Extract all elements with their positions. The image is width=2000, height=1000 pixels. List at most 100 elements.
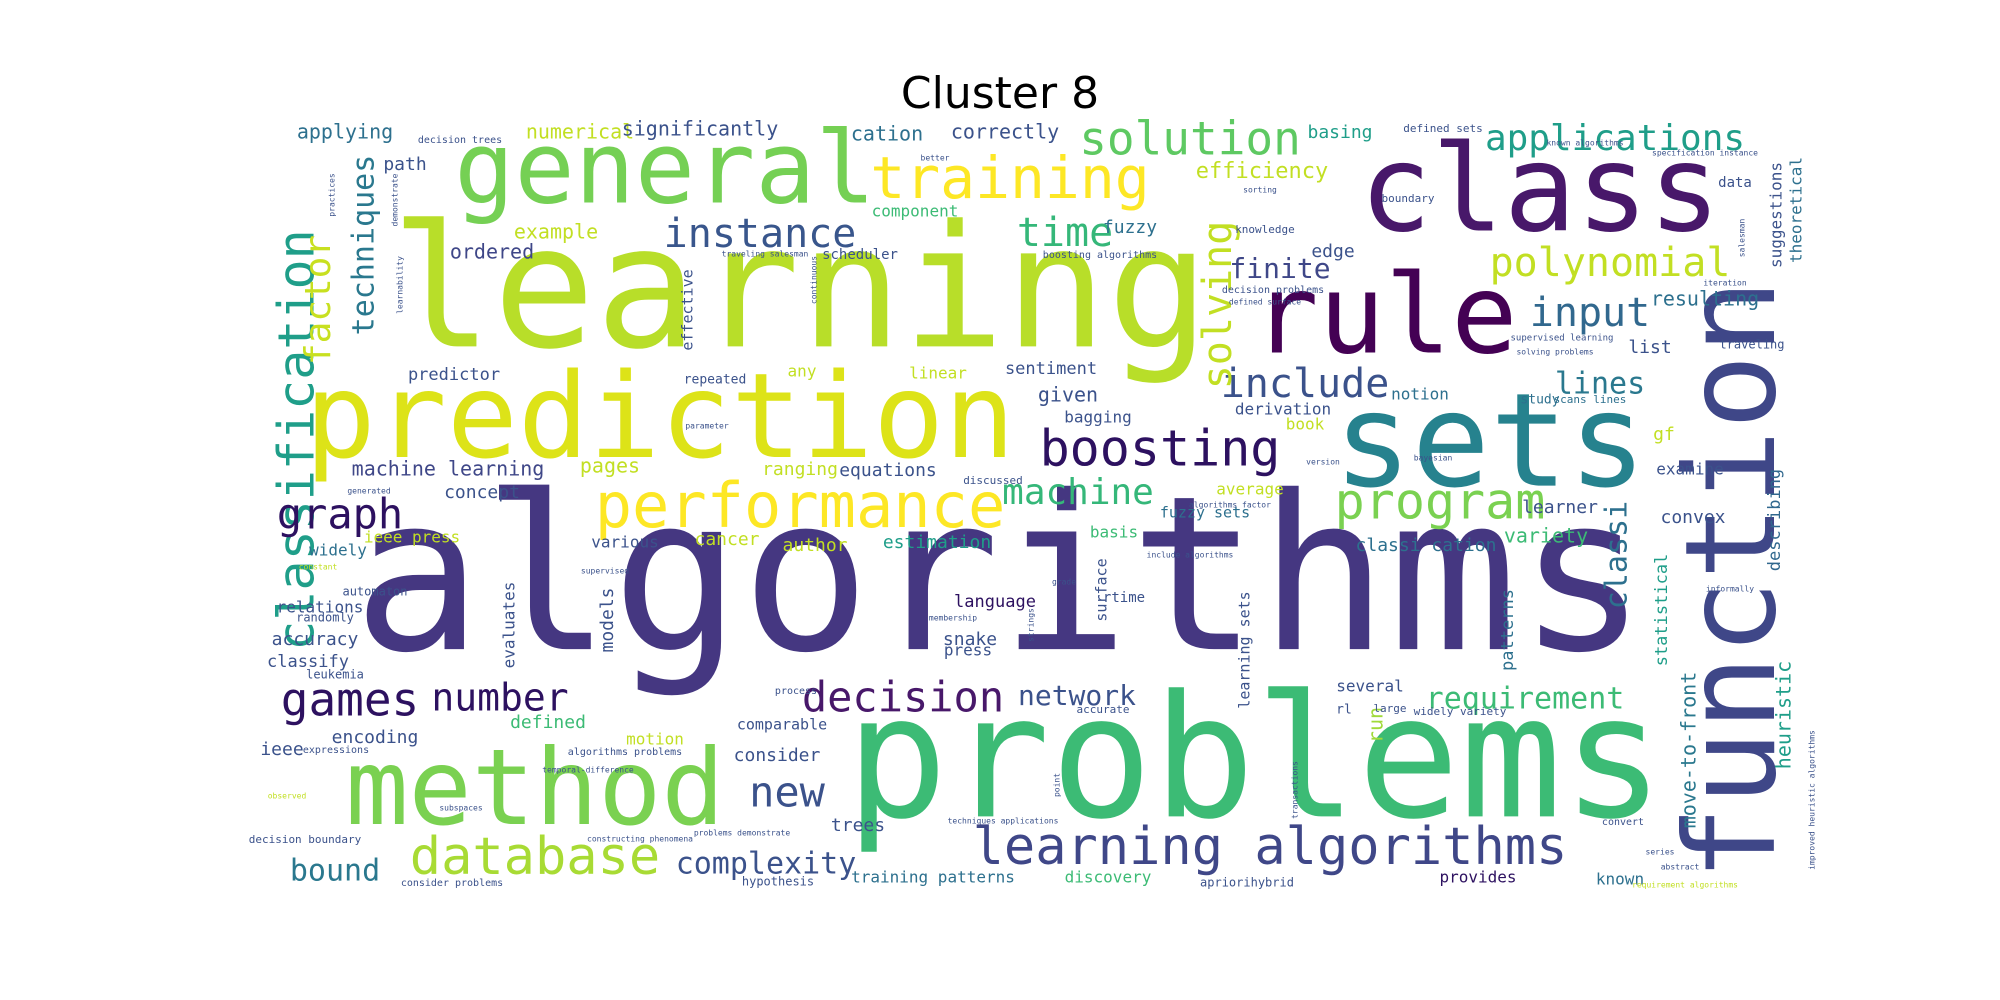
cloud-word: factor bbox=[298, 235, 339, 365]
cloud-word: classification bbox=[268, 229, 326, 650]
cloud-word: finite bbox=[1229, 252, 1330, 285]
cloud-word: accuracy bbox=[272, 629, 359, 650]
cloud-word: variety bbox=[1504, 524, 1588, 548]
cloud-word: learning algorithms bbox=[973, 817, 1568, 877]
cloud-word: decision trees bbox=[418, 135, 502, 146]
cloud-word: predictor bbox=[408, 365, 500, 385]
cloud-word: author bbox=[782, 535, 847, 556]
cloud-word: graph bbox=[277, 490, 403, 539]
cloud-word: snake bbox=[943, 629, 997, 650]
cloud-word: learning sets bbox=[1236, 591, 1254, 708]
cloud-word: fuzzy bbox=[1103, 217, 1157, 238]
cloud-word: rl bbox=[1336, 703, 1352, 718]
cloud-word: encoding bbox=[332, 727, 419, 748]
cloud-word: classi bbox=[1600, 501, 1635, 609]
cloud-word: sorting bbox=[1243, 186, 1277, 195]
cloud-word: applications bbox=[1485, 118, 1745, 159]
cloud-word: defined sets bbox=[1403, 122, 1482, 135]
cloud-word: decision bbox=[802, 673, 1004, 722]
cloud-word: point bbox=[1053, 773, 1062, 797]
cloud-word: language bbox=[954, 592, 1036, 612]
cloud-word: traveling salesman bbox=[722, 250, 809, 259]
cloud-word: class bbox=[1359, 121, 1720, 260]
cloud-word: process bbox=[775, 686, 817, 697]
cloud-word: general bbox=[454, 109, 875, 226]
cloud-word: classi cation bbox=[1356, 535, 1497, 556]
cloud-word: relations bbox=[277, 598, 364, 617]
cloud-word: classify bbox=[267, 652, 349, 672]
cloud-word: discussed bbox=[963, 474, 1023, 487]
cloud-word: accurate bbox=[1077, 703, 1130, 716]
cloud-word: solving bbox=[1195, 221, 1241, 390]
cloud-word: fuzzy sets bbox=[1160, 504, 1250, 522]
cloud-word: salesman bbox=[1738, 219, 1747, 258]
cloud-word: given bbox=[1038, 383, 1098, 407]
cloud-word: transactions bbox=[1291, 761, 1300, 819]
cloud-word: any bbox=[788, 362, 817, 381]
cloud-word: training bbox=[870, 144, 1149, 212]
cloud-word: rule bbox=[1253, 250, 1518, 378]
cloud-word: list bbox=[1628, 337, 1671, 358]
cloud-word: study bbox=[1520, 393, 1559, 408]
cloud-word: sentiment bbox=[1005, 359, 1097, 379]
cloud-word: rtime bbox=[1103, 590, 1145, 606]
cloud-word: efficiency bbox=[1196, 159, 1328, 184]
cloud-word: surface bbox=[1093, 558, 1111, 621]
cloud-word: performance bbox=[595, 469, 1006, 542]
cloud-word: function bbox=[1659, 279, 1804, 881]
cloud-word: new bbox=[749, 768, 826, 817]
cloud-word: numerical bbox=[526, 120, 634, 144]
cloud-word: temporal-difference bbox=[542, 766, 634, 775]
cloud-word: basing bbox=[1307, 122, 1372, 143]
cloud-word: examine bbox=[1656, 460, 1723, 479]
cloud-word: ieee bbox=[260, 739, 303, 760]
cloud-word: large bbox=[1373, 702, 1406, 715]
cloud-word: consider problems bbox=[401, 878, 503, 889]
cloud-word: ranging bbox=[762, 459, 838, 480]
cloud-word: generated bbox=[347, 487, 391, 496]
cloud-word: prediction bbox=[305, 347, 1015, 485]
cloud-word: ordered bbox=[450, 240, 534, 264]
cloud-word: consider bbox=[734, 745, 821, 766]
cloud-word: requirement bbox=[1426, 682, 1625, 717]
cloud-word: basis bbox=[1090, 523, 1138, 542]
cloud-word: gf bbox=[1653, 424, 1675, 445]
cloud-word: database bbox=[410, 827, 660, 887]
cloud-word: provides bbox=[1439, 868, 1516, 887]
cloud-word: path bbox=[383, 154, 426, 175]
cloud-word: version bbox=[1306, 458, 1340, 467]
cloud-word: describing bbox=[1765, 469, 1785, 571]
cloud-word: patterns bbox=[1498, 589, 1518, 671]
cloud-word: machine learning bbox=[352, 457, 545, 481]
cloud-word: observed bbox=[268, 792, 307, 801]
cloud-word: move-to-front bbox=[1677, 672, 1701, 829]
cloud-word: widely bbox=[309, 541, 367, 560]
cloud-word: equations bbox=[839, 460, 937, 481]
cloud-word: time bbox=[1017, 210, 1113, 256]
cloud-word: edge bbox=[1311, 241, 1354, 262]
cloud-word: program bbox=[1335, 473, 1546, 531]
cloud-word: suggestions bbox=[1767, 162, 1786, 268]
cloud-word: scans lines bbox=[1554, 393, 1627, 406]
cloud-word: randomly bbox=[296, 611, 354, 625]
cloud-word: parameter bbox=[685, 422, 729, 431]
cloud-word: correctly bbox=[951, 120, 1059, 144]
cloud-word: number bbox=[431, 676, 568, 720]
cloud-word: informally bbox=[1706, 585, 1754, 594]
cloud-word: decision boundary bbox=[249, 833, 362, 846]
cloud-word: polynomial bbox=[1490, 240, 1731, 286]
cloud-word: bound bbox=[290, 854, 380, 889]
cloud-word: supervised bbox=[581, 567, 629, 576]
cloud-word: example bbox=[514, 220, 598, 244]
cloud-word: series bbox=[1646, 848, 1675, 857]
cloud-word: known algorithms bbox=[1546, 139, 1623, 148]
cloud-word: lines bbox=[1555, 367, 1645, 402]
cloud-word: models bbox=[597, 587, 618, 652]
cloud-word: run bbox=[1364, 707, 1388, 743]
cloud-word: linear bbox=[909, 364, 967, 383]
cloud-word: discovery bbox=[1065, 868, 1152, 887]
cloud-word: apriorihybrid bbox=[1200, 876, 1294, 890]
cloud-word: known bbox=[1596, 870, 1644, 889]
cloud-word: training patterns bbox=[851, 868, 1015, 887]
